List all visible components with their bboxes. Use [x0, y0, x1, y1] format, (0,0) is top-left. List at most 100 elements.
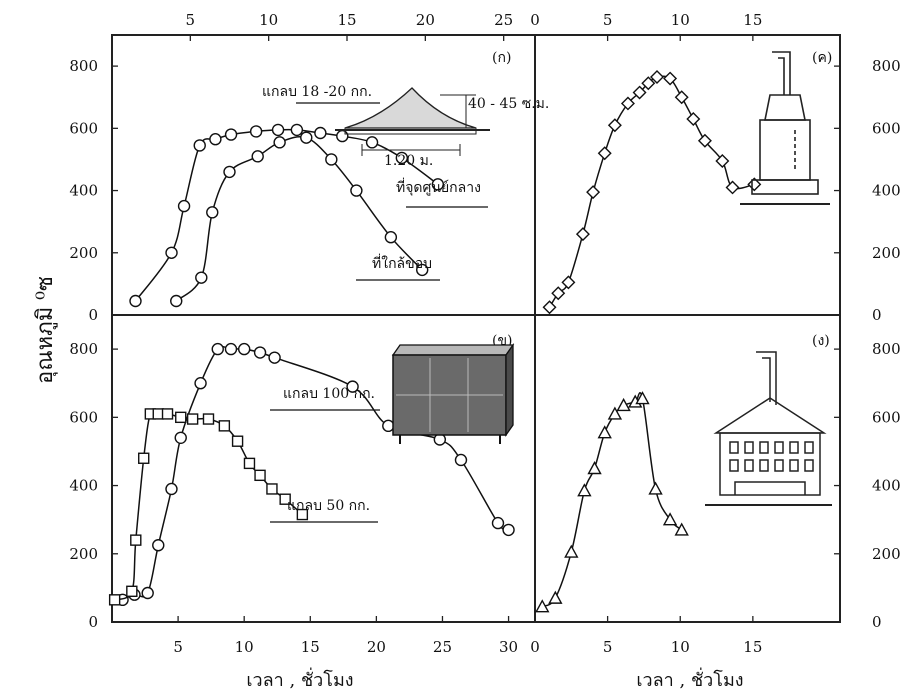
y-tick-label: 600 — [69, 119, 98, 137]
panel-label-kho: (ค) — [812, 50, 832, 66]
y-tick-label: 0 — [88, 306, 98, 324]
data-point — [243, 457, 256, 470]
y-tick-label: 400 — [872, 477, 901, 495]
x-tick-label: 5 — [173, 638, 183, 656]
data-point — [161, 408, 174, 420]
data-point — [650, 70, 664, 84]
x-tick-label: 10 — [259, 11, 278, 29]
data-point — [209, 133, 222, 146]
data-point — [597, 146, 612, 161]
data-point — [641, 76, 656, 91]
x-tick-label: 5 — [603, 638, 613, 656]
data-point — [620, 96, 635, 111]
data-point — [336, 129, 349, 143]
data-point — [218, 420, 231, 432]
data-point — [586, 185, 601, 200]
series-label-edge: ที่ใกล้ขอบ — [372, 254, 432, 272]
data-point — [542, 300, 557, 315]
data-point — [202, 413, 215, 425]
data-point — [686, 112, 701, 126]
data-point — [607, 406, 623, 420]
x-axis-label-right: เวลา , ชั่วโมง — [636, 667, 743, 691]
data-point — [663, 71, 678, 86]
data-point — [170, 294, 183, 308]
y-tick-label: 800 — [872, 57, 901, 75]
y-tick-label: 0 — [872, 613, 882, 631]
data-point — [186, 413, 199, 425]
data-point — [587, 461, 602, 475]
data-point — [108, 594, 121, 606]
data-point — [674, 90, 689, 105]
data-point — [314, 126, 327, 140]
data-point — [279, 493, 291, 505]
data-point — [697, 133, 712, 148]
data-point — [648, 481, 663, 495]
data-point — [290, 123, 304, 137]
data-point — [597, 425, 612, 439]
annotation-husk-18-20kg: แกลบ 18 -20 กก. — [262, 84, 372, 100]
data-point — [384, 231, 398, 244]
data-point — [431, 178, 445, 191]
data-point — [152, 539, 165, 552]
data-point — [346, 380, 359, 393]
data-point — [268, 351, 281, 364]
data-point — [502, 523, 515, 537]
x-tick-label: 10 — [671, 638, 690, 656]
y-tick-label: 0 — [872, 306, 882, 324]
data-point — [561, 275, 576, 290]
data-point — [254, 469, 266, 482]
data-point — [129, 294, 142, 308]
x-tick-label: 15 — [301, 638, 320, 656]
data-point — [548, 590, 563, 604]
data-point — [551, 286, 566, 301]
data-point — [382, 419, 395, 433]
y-axis-label: อุณหภูมิ ⁰ซ — [33, 276, 58, 384]
x-tick-label: 0 — [530, 638, 540, 656]
x-tick-label: 25 — [494, 11, 513, 29]
y-tick-label: 400 — [872, 182, 901, 200]
annotation-width: 1.20 ม. — [384, 153, 433, 169]
x-tick-label: 5 — [186, 11, 196, 29]
x-tick-label: 0 — [530, 11, 540, 29]
series-line — [114, 409, 303, 601]
data-point — [211, 342, 224, 356]
x-tick-label: 10 — [235, 638, 254, 656]
panel-label-ng: (ง) — [812, 333, 830, 349]
data-point — [535, 599, 550, 613]
data-point — [674, 522, 689, 536]
data-point — [266, 483, 278, 495]
data-point — [564, 544, 579, 558]
series-label-husk-50kg: แกลบ 50 กก. — [287, 498, 370, 514]
data-point — [165, 482, 178, 496]
data-point — [296, 508, 309, 521]
panel-kho-frame — [534, 34, 841, 316]
data-point — [194, 377, 207, 390]
y-tick-label: 600 — [69, 408, 98, 426]
y-tick-label: 800 — [69, 340, 98, 358]
data-point — [616, 397, 631, 412]
y-tick-label: 200 — [872, 244, 901, 262]
y-tick-label: 400 — [69, 182, 98, 200]
data-point — [416, 263, 429, 277]
data-point — [575, 227, 590, 242]
x-tick-label: 25 — [433, 638, 452, 656]
y-tick-label: 0 — [88, 613, 98, 631]
husk-heap-illustration: 40 - 45 ซ.ม. 1.20 ม. — [335, 87, 549, 169]
data-point — [662, 512, 678, 526]
house-stove-illustration — [705, 351, 832, 506]
y-tick-label: 200 — [872, 545, 901, 563]
data-point — [177, 199, 191, 213]
data-point — [454, 453, 468, 467]
annotation-height: 40 - 45 ซ.ม. — [468, 96, 549, 112]
data-point — [632, 85, 647, 100]
data-point — [725, 180, 740, 195]
x-tick-label: 20 — [416, 11, 435, 29]
data-point — [231, 435, 244, 447]
data-point — [365, 136, 379, 149]
x-tick-label: 15 — [337, 11, 356, 29]
y-tick-label: 600 — [872, 119, 901, 137]
x-tick-label: 10 — [671, 11, 690, 29]
box-container-illustration — [391, 342, 515, 444]
x-tick-label: 15 — [743, 638, 762, 656]
